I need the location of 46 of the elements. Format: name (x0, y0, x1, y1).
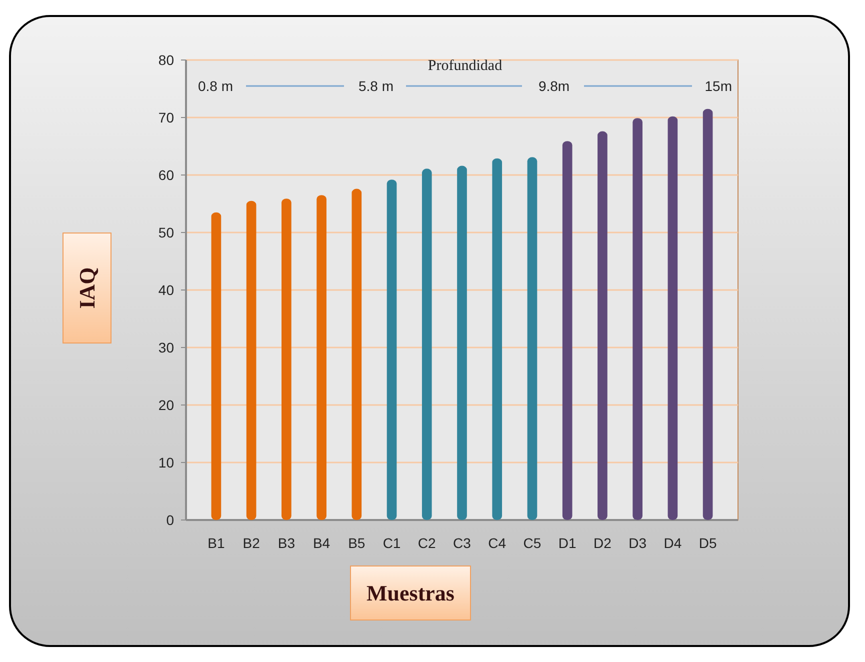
bar (282, 198, 292, 520)
y-tick-label: 70 (158, 109, 174, 126)
x-tick-label: D3 (628, 535, 647, 551)
bar (668, 116, 678, 520)
y-tick-label: 80 (158, 52, 174, 68)
bar (316, 195, 326, 520)
x-tick-label: C3 (453, 535, 472, 551)
x-tick-label: D1 (558, 535, 576, 551)
y-tick-label: 10 (158, 454, 174, 470)
bar (702, 108, 713, 520)
bar (386, 180, 397, 520)
bar (527, 157, 538, 520)
bar (562, 141, 572, 520)
bar (352, 188, 362, 520)
x-tick-label: D2 (594, 535, 612, 551)
x-tick-label: B1 (208, 535, 225, 551)
y-tick-label: 30 (158, 339, 174, 356)
annotation: 9.8m (538, 78, 570, 94)
annotation: Profundidad (428, 58, 503, 74)
x-tick-label: C5 (523, 535, 542, 551)
y-tick-label: 20 (158, 396, 174, 413)
x-tick-label: B4 (312, 535, 330, 551)
y-tick-label: 50 (158, 224, 174, 240)
x-tick-label: B2 (242, 535, 260, 551)
bar (457, 166, 467, 520)
bar (246, 200, 256, 520)
annotation: 15m (704, 78, 732, 94)
y-tick-label: 0 (166, 512, 174, 528)
x-tick-label: B3 (278, 535, 296, 551)
x-tick-label: C4 (488, 535, 506, 551)
x-tick-label: C1 (382, 535, 401, 551)
y-axis-title: IAQ (74, 267, 100, 309)
bar (211, 212, 222, 520)
bar (632, 118, 642, 520)
bar (422, 168, 432, 520)
x-tick-label: D4 (664, 535, 682, 551)
x-tick-label: C2 (418, 535, 436, 551)
x-tick-label: D5 (698, 535, 717, 551)
x-axis-title: Muestras (366, 580, 455, 606)
y-tick-label: 40 (158, 282, 174, 298)
bar (598, 131, 608, 520)
annotation: 0.8 m (198, 78, 234, 94)
annotation: 5.8 m (358, 78, 394, 94)
y-tick-label: 60 (158, 166, 174, 183)
x-tick-label: B5 (348, 535, 366, 551)
bar (492, 158, 502, 520)
